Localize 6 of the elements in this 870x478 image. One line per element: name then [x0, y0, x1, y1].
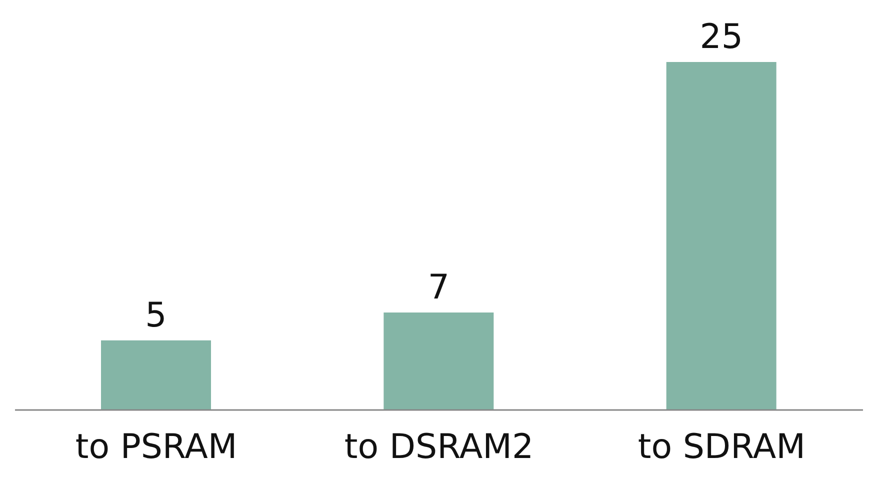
data-label: 25 [700, 17, 743, 57]
data-label: 5 [145, 295, 167, 336]
data-label: 7 [428, 268, 450, 308]
x-tick-label: to DSRAM2 [344, 427, 534, 468]
x-tick-label: to PSRAM [75, 427, 238, 468]
x-tick-label: to SDRAM [638, 427, 806, 468]
